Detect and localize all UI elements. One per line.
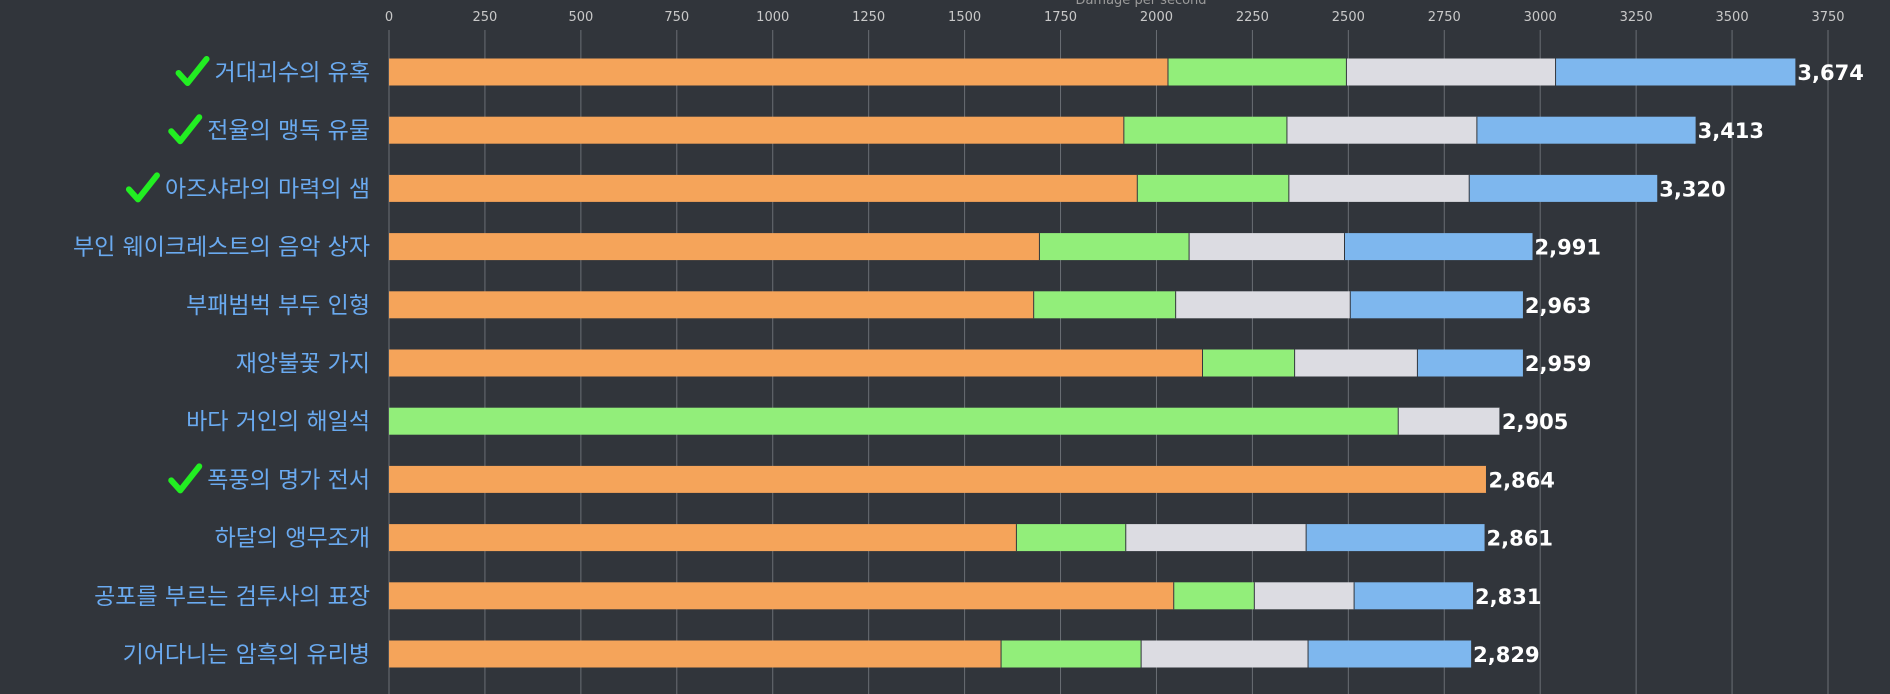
bar-segment-series-1 xyxy=(389,174,1138,202)
x-tick-label: 750 xyxy=(664,10,689,25)
bar-total-label: 2,861 xyxy=(1487,527,1553,551)
bar-segment-series-4 xyxy=(1344,233,1533,261)
bar-segment-series-1 xyxy=(389,116,1124,144)
bar-total-label: 3,413 xyxy=(1698,119,1764,143)
category-label: 공포를 부르는 검투사의 표장 xyxy=(94,584,370,610)
bar-total-label: 2,831 xyxy=(1475,585,1541,609)
x-tick-label: 1000 xyxy=(756,10,789,25)
category-label: 아즈샤라의 마력의 샘 xyxy=(165,176,370,202)
bar-total-label: 2,905 xyxy=(1502,410,1568,434)
x-tick-label: 3750 xyxy=(1811,10,1844,25)
bar-segment-series-2 xyxy=(1001,640,1142,668)
bar-segment-series-3 xyxy=(1286,116,1477,144)
x-tick-label: 2500 xyxy=(1332,10,1365,25)
bar-segment-series-2 xyxy=(1137,174,1289,202)
bar-segment-series-2 xyxy=(1123,116,1287,144)
bar-segment-series-3 xyxy=(1294,349,1418,377)
category-label: 바다 거인의 해일석 xyxy=(186,409,370,435)
bar-segment-series-4 xyxy=(1476,116,1696,144)
bar-segment-series-2 xyxy=(1202,349,1295,377)
bar-segment-series-3 xyxy=(1175,291,1351,319)
x-tick-label: 250 xyxy=(473,10,498,25)
x-tick-label: 2750 xyxy=(1428,10,1461,25)
bar-segment-series-4 xyxy=(1417,349,1523,377)
check-icon xyxy=(168,114,203,145)
bar-segment-series-4 xyxy=(1469,174,1658,202)
bar-segment-series-1 xyxy=(389,465,1487,493)
check-icon xyxy=(125,172,160,203)
x-tick-label: 3000 xyxy=(1524,10,1557,25)
x-tick-label: 1500 xyxy=(948,10,981,25)
category-label: 전율의 맹독 유물 xyxy=(207,118,370,144)
bar-total-label: 3,674 xyxy=(1797,61,1863,85)
bar-segment-series-4 xyxy=(1308,640,1472,668)
bar-segment-series-3 xyxy=(1125,524,1307,552)
bar-total-label: 2,963 xyxy=(1525,294,1591,318)
bar-total-label: 2,864 xyxy=(1488,468,1554,492)
category-label: 거대괴수의 유혹 xyxy=(215,60,370,86)
bar-segment-series-2 xyxy=(1016,524,1126,552)
bar-segment-series-1 xyxy=(389,524,1017,552)
category-label: 하달의 앵무조개 xyxy=(215,526,370,552)
bar-segment-series-2 xyxy=(1033,291,1176,319)
x-tick-label: 1250 xyxy=(852,10,885,25)
bar-total-label: 2,991 xyxy=(1535,236,1601,260)
x-tick-label: 3500 xyxy=(1716,10,1749,25)
check-icon xyxy=(168,463,203,494)
bar-segment-series-4 xyxy=(1354,582,1474,610)
bar-segment-series-2 xyxy=(1039,233,1190,261)
bar-segment-series-4 xyxy=(1555,58,1796,86)
bar-segment-series-4 xyxy=(1306,524,1485,552)
bar-segment-series-3 xyxy=(1141,640,1309,668)
bar-segment-series-1 xyxy=(389,349,1203,377)
bar-segment-series-3 xyxy=(1254,582,1355,610)
category-label: 부인 웨이크레스트의 음악 상자 xyxy=(73,235,370,261)
x-tick-label: 500 xyxy=(568,10,593,25)
bar-segment-series-4 xyxy=(1350,291,1523,319)
bar-segment-series-2 xyxy=(1167,58,1347,86)
x-axis-title: Damage per second xyxy=(1075,0,1206,8)
bar-segment-series-1 xyxy=(389,233,1040,261)
x-tick-label: 3250 xyxy=(1620,10,1653,25)
bar-segment-series-1 xyxy=(389,582,1174,610)
bar-segment-series-3 xyxy=(1346,58,1556,86)
category-label: 재앙불꽃 가지 xyxy=(236,351,370,377)
x-tick-label: 2250 xyxy=(1236,10,1269,25)
bar-segment-series-1 xyxy=(389,640,1002,668)
category-label: 기어다니는 암흑의 유리병 xyxy=(123,642,370,668)
bar-segment-series-3 xyxy=(1189,233,1345,261)
category-label: 부패범벅 부두 인형 xyxy=(186,293,370,319)
check-icon xyxy=(175,56,210,86)
bar-segment-series-1 xyxy=(389,291,1034,319)
bar-total-label: 2,829 xyxy=(1473,643,1539,667)
bar-total-label: 3,320 xyxy=(1659,177,1725,201)
bar-segment-series-1 xyxy=(389,58,1168,86)
x-tick-label: 2000 xyxy=(1140,10,1173,25)
bar-segment-series-2 xyxy=(1173,582,1255,610)
bar-segment-series-3 xyxy=(1288,174,1470,202)
x-tick-label: 1750 xyxy=(1044,10,1077,25)
x-tick-label: 0 xyxy=(385,10,393,25)
bar-segment-series-3 xyxy=(1398,407,1500,435)
category-label: 폭풍의 명가 전서 xyxy=(207,467,370,493)
bar-total-label: 2,959 xyxy=(1525,352,1591,376)
bar-segment-series-2 xyxy=(389,407,1399,435)
